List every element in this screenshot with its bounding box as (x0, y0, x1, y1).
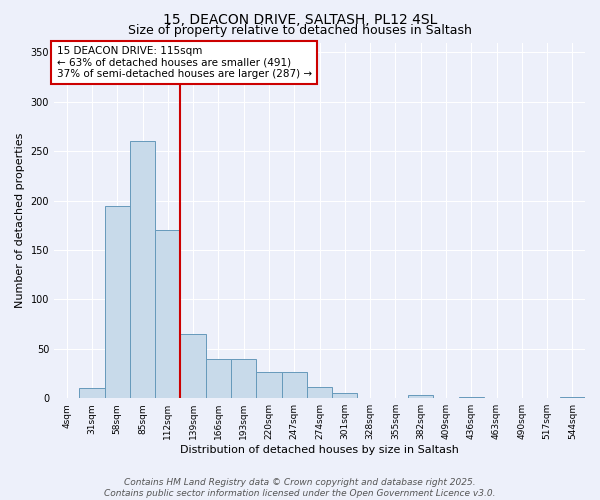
Bar (281, 372, 307, 398)
Bar (256, 372, 281, 398)
Bar (206, 358, 231, 398)
Bar (181, 334, 206, 398)
Y-axis label: Number of detached properties: Number of detached properties (15, 132, 25, 308)
Text: 15, DEACON DRIVE, SALTASH, PL12 4SL: 15, DEACON DRIVE, SALTASH, PL12 4SL (163, 12, 437, 26)
Text: 15 DEACON DRIVE: 115sqm
← 63% of detached houses are smaller (491)
37% of semi-d: 15 DEACON DRIVE: 115sqm ← 63% of detache… (56, 46, 312, 80)
Text: Size of property relative to detached houses in Saltash: Size of property relative to detached ho… (128, 24, 472, 37)
Bar (130, 142, 155, 398)
Bar (104, 206, 130, 398)
Bar (408, 395, 433, 398)
Bar (307, 388, 332, 398)
Bar (79, 388, 104, 398)
Bar (560, 397, 585, 398)
Text: Contains HM Land Registry data © Crown copyright and database right 2025.
Contai: Contains HM Land Registry data © Crown c… (104, 478, 496, 498)
Bar (231, 358, 256, 398)
Bar (458, 397, 484, 398)
Bar (332, 394, 358, 398)
X-axis label: Distribution of detached houses by size in Saltash: Distribution of detached houses by size … (180, 445, 459, 455)
Bar (155, 230, 181, 398)
